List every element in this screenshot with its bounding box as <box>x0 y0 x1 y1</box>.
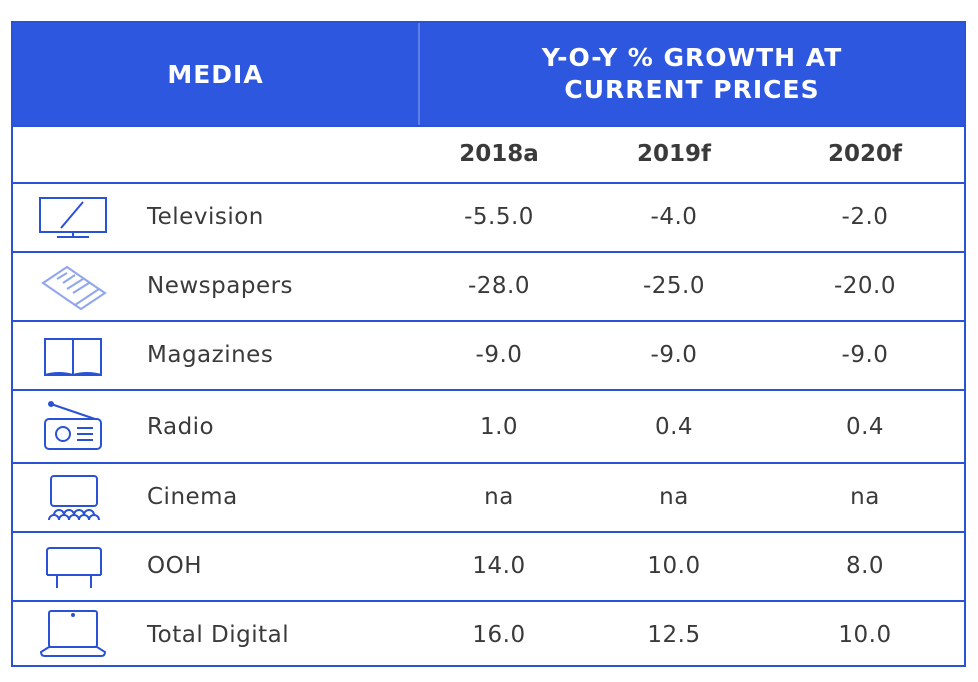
value-newspapers-2018: -28.0 <box>467 273 530 299</box>
value-television-2018: -5.5.0 <box>464 204 534 230</box>
value-newspapers-2020: -20.0 <box>833 273 896 299</box>
row-label-newspapers: Newspapers <box>147 273 294 299</box>
value-ooh-2020: 8.0 <box>845 553 885 579</box>
growth-column-header: Y-O-Y % GROWTH AT CURRENT PRICES <box>420 23 964 125</box>
cinema-icon <box>37 472 109 524</box>
table-header: MEDIA Y-O-Y % GROWTH AT CURRENT PRICES <box>13 23 964 125</box>
table-row-total-digital: Total Digital 16.0 12.5 10.0 <box>13 600 964 667</box>
table-row-ooh: OOH 14.0 10.0 8.0 <box>13 531 964 600</box>
row-label-cinema: Cinema <box>147 484 238 510</box>
table-row-magazines: Magazines -9.0 -9.0 -9.0 <box>13 320 964 389</box>
value-total-digital-2020: 10.0 <box>838 622 892 648</box>
year-header-row: 2018a 2019f 2020f <box>13 125 964 182</box>
value-television-2020: -2.0 <box>841 204 889 230</box>
value-total-digital-2018: 16.0 <box>472 622 526 648</box>
radio-icon <box>37 399 109 453</box>
value-newspapers-2019: -25.0 <box>642 273 705 299</box>
value-television-2019: -4.0 <box>650 204 698 230</box>
row-label-television: Television <box>147 204 264 230</box>
table-row-cinema: Cinema na na na <box>13 462 964 531</box>
value-radio-2018: 1.0 <box>479 414 519 440</box>
row-label-magazines: Magazines <box>147 342 274 368</box>
value-radio-2020: 0.4 <box>845 414 885 440</box>
value-cinema-2018: na <box>484 484 514 510</box>
television-icon <box>37 196 109 242</box>
value-cinema-2019: na <box>659 484 689 510</box>
header-divider <box>418 23 420 125</box>
laptop-icon <box>37 608 109 662</box>
value-magazines-2020: -9.0 <box>841 342 889 368</box>
year-header-2020: 2020f <box>827 141 903 167</box>
value-ooh-2019: 10.0 <box>647 553 701 579</box>
value-magazines-2018: -9.0 <box>475 342 523 368</box>
value-cinema-2020: na <box>850 484 880 510</box>
growth-header-line2: CURRENT PRICES <box>564 75 820 104</box>
row-label-total-digital: Total Digital <box>147 622 290 648</box>
value-magazines-2019: -9.0 <box>650 342 698 368</box>
row-label-radio: Radio <box>147 414 215 440</box>
value-radio-2019: 0.4 <box>654 414 694 440</box>
table-row-radio: Radio 1.0 0.4 0.4 <box>13 389 964 462</box>
table-row-television: Television -5.5.0 -4.0 -2.0 <box>13 182 964 251</box>
value-ooh-2018: 14.0 <box>472 553 526 579</box>
media-column-header: MEDIA <box>167 59 264 89</box>
year-header-2019: 2019f <box>636 141 712 167</box>
magazine-icon <box>37 335 109 379</box>
year-header-2018: 2018a <box>459 141 539 167</box>
table-row-newspapers: Newspapers -28.0 -25.0 -20.0 <box>13 251 964 320</box>
media-growth-table: MEDIA Y-O-Y % GROWTH AT CURRENT PRICES 2… <box>11 21 966 667</box>
row-label-ooh: OOH <box>147 553 203 579</box>
newspaper-icon <box>37 263 109 311</box>
billboard-icon <box>37 545 109 591</box>
growth-header-line1: Y-O-Y % GROWTH AT <box>541 43 843 72</box>
value-total-digital-2019: 12.5 <box>647 622 701 648</box>
